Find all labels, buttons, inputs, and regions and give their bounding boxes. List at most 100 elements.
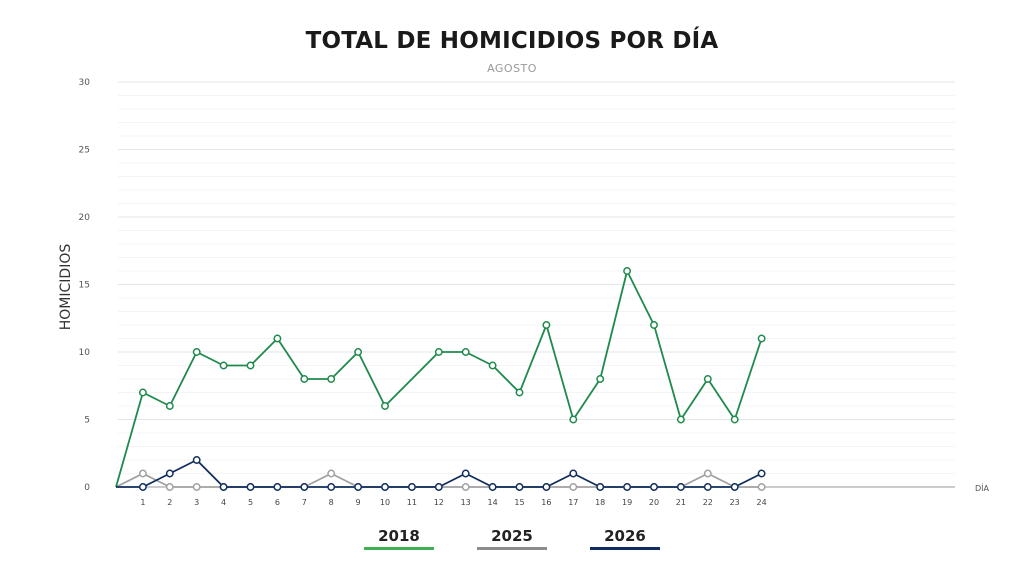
- data-point-2018: [650, 321, 658, 329]
- x-tick-label: 1: [140, 498, 145, 507]
- legend-swatch: [590, 547, 660, 550]
- data-point-2026: [219, 483, 228, 491]
- x-tick-label: 18: [595, 498, 605, 507]
- legend-item-2025[interactable]: 2025: [477, 527, 547, 550]
- data-point-2018: [434, 348, 443, 356]
- x-tick-label: 23: [730, 498, 740, 507]
- data-point-2026: [730, 483, 739, 491]
- data-point-2026: [165, 469, 174, 478]
- x-tick-label: 14: [488, 498, 498, 507]
- data-point-2018: [703, 375, 712, 383]
- grid-lines: [118, 81, 955, 474]
- x-tick-label: 8: [329, 498, 334, 507]
- data-point-2018: [381, 402, 389, 410]
- y-tick-label: 30: [79, 78, 91, 88]
- legend-label: 2026: [604, 527, 646, 545]
- data-point-2018: [542, 321, 551, 329]
- legend-label: 2018: [378, 527, 420, 545]
- y-tick-label: 10: [79, 348, 91, 358]
- x-axis-label: DÍA: [975, 482, 990, 493]
- data-point-2026: [569, 469, 578, 478]
- x-tick-label: 6: [275, 498, 280, 507]
- chart-title: TOTAL DE HOMICIDIOS POR DÍA: [305, 28, 719, 54]
- data-point-2018: [488, 361, 497, 370]
- data-point-2026: [542, 483, 551, 491]
- data-point-2026: [596, 483, 605, 491]
- x-tick-label: 12: [434, 498, 444, 507]
- x-tick-label: 16: [541, 498, 551, 507]
- data-point-2026: [676, 483, 685, 491]
- y-tick-label: 5: [84, 416, 90, 426]
- x-tick-label: 9: [356, 498, 361, 507]
- data-point-2025: [138, 469, 147, 478]
- legend-swatch: [477, 547, 547, 550]
- data-point-2026: [273, 483, 282, 491]
- data-point-2025: [569, 483, 578, 491]
- y-axis-label: HOMICIDIOS: [58, 244, 74, 331]
- y-tick-label: 0: [84, 483, 90, 493]
- data-point-2026: [434, 483, 443, 491]
- x-tick-label: 20: [649, 498, 659, 507]
- data-point-2018: [676, 415, 685, 424]
- data-point-2026: [354, 483, 363, 491]
- data-point-2018: [623, 267, 632, 275]
- y-tick-label: 25: [79, 146, 90, 156]
- data-point-2026: [327, 483, 336, 491]
- data-point-2025: [327, 469, 336, 478]
- y-tick-label: 20: [79, 213, 91, 223]
- data-point-2026: [461, 469, 470, 478]
- data-point-2018: [192, 348, 201, 356]
- x-tick-label: 19: [622, 498, 632, 507]
- data-point-2025: [461, 483, 470, 491]
- data-point-2018: [461, 348, 470, 356]
- data-point-2018: [246, 361, 255, 370]
- x-tick-label: 3: [194, 498, 199, 507]
- x-tick-label: 15: [514, 498, 524, 507]
- data-point-2026: [246, 483, 255, 491]
- x-tick-label: 22: [703, 498, 713, 507]
- x-tick-label: 10: [380, 498, 390, 507]
- data-point-2018: [138, 388, 147, 397]
- data-point-2018: [596, 375, 605, 383]
- data-point-2026: [515, 483, 524, 491]
- x-tick-label: 17: [568, 498, 578, 507]
- x-tick-label: 21: [676, 498, 686, 507]
- x-tick-label: 11: [407, 498, 417, 507]
- x-tick-label: 7: [302, 498, 307, 507]
- data-point-2025: [165, 483, 174, 491]
- data-point-2026: [650, 483, 658, 491]
- x-tick-label: 13: [461, 498, 471, 507]
- data-point-2018: [569, 415, 578, 424]
- data-point-2026: [192, 456, 201, 464]
- data-point-2018: [354, 348, 363, 356]
- data-point-2018: [273, 334, 282, 343]
- chart-subtitle: AGOSTO: [487, 62, 537, 75]
- series-line-2018: [115, 270, 763, 488]
- y-tick-label: 15: [79, 281, 90, 291]
- x-tick-label: 4: [221, 498, 226, 507]
- data-point-2018: [327, 375, 336, 383]
- data-point-2025: [703, 469, 712, 478]
- data-point-2025: [192, 483, 201, 491]
- data-point-2018: [165, 402, 174, 410]
- legend-item-2026[interactable]: 2026: [590, 527, 660, 550]
- data-point-2026: [703, 483, 712, 491]
- data-point-2026: [623, 483, 632, 491]
- data-point-2025: [757, 483, 766, 491]
- data-point-2018: [757, 334, 766, 343]
- data-point-2018: [300, 375, 309, 383]
- data-point-2018: [219, 361, 228, 370]
- x-tick-label: 5: [248, 498, 253, 507]
- legend-label: 2025: [491, 527, 533, 545]
- data-point-2026: [381, 483, 389, 491]
- data-point-2018: [515, 388, 524, 397]
- x-tick-label: 2: [167, 498, 172, 507]
- legend-item-2018[interactable]: 2018: [364, 527, 434, 550]
- data-point-2018: [730, 415, 739, 424]
- data-point-2026: [488, 483, 497, 491]
- data-point-2026: [300, 483, 309, 491]
- data-point-2026: [407, 483, 416, 491]
- data-point-2026: [757, 469, 766, 478]
